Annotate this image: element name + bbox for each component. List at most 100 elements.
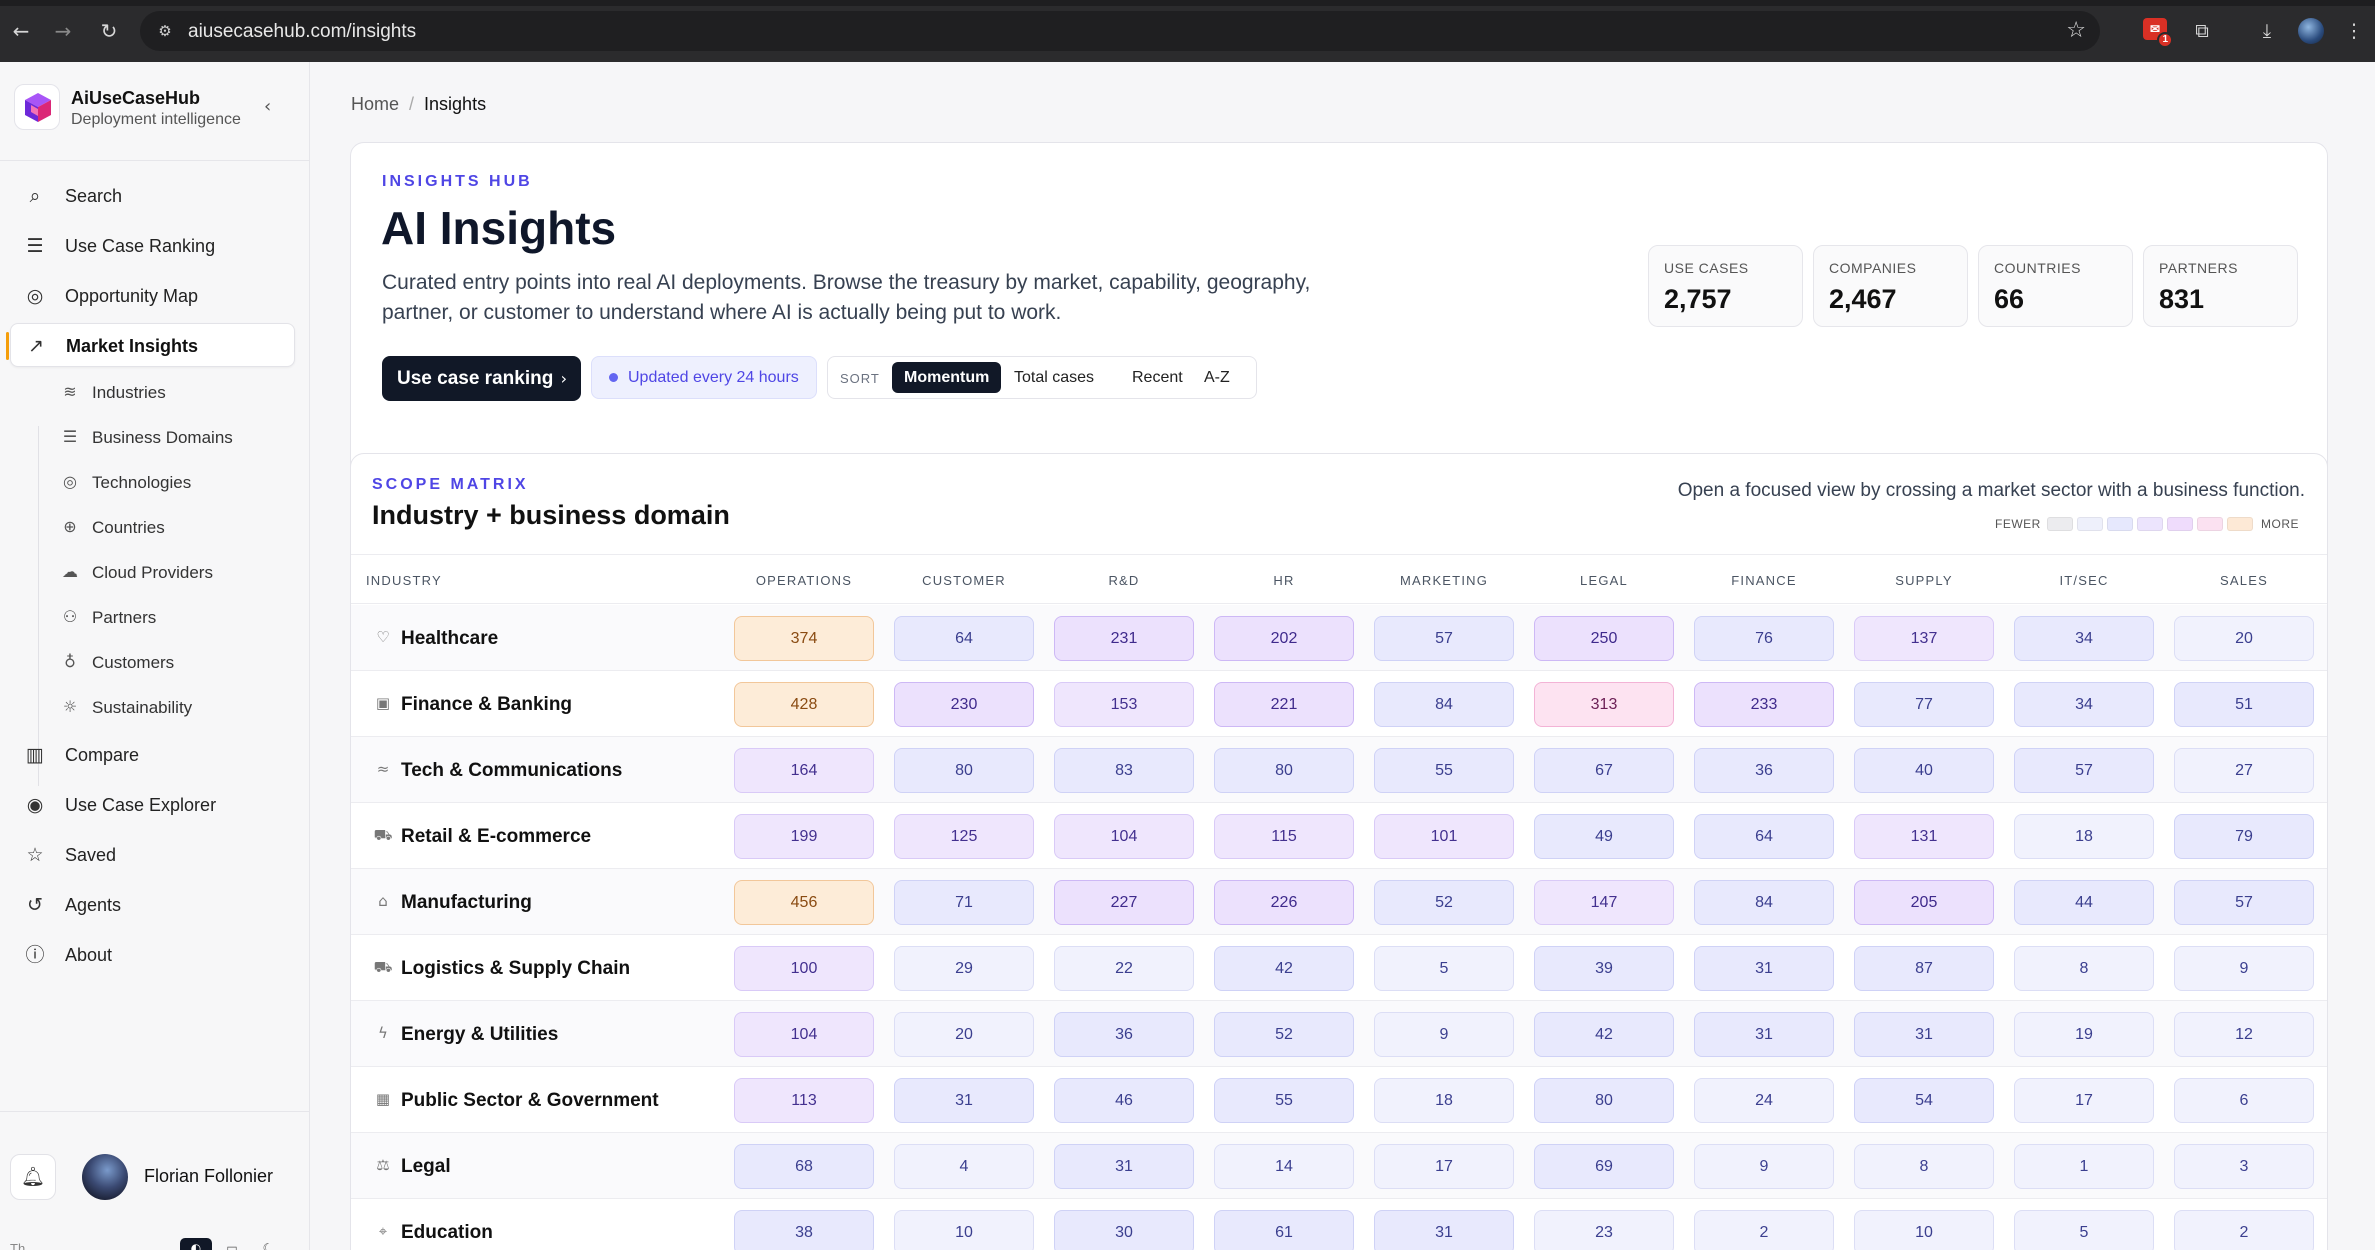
matrix-cell[interactable]: 84 [1374, 682, 1514, 727]
matrix-cell[interactable]: 31 [1054, 1144, 1194, 1189]
avatar[interactable] [82, 1154, 128, 1200]
matrix-cell[interactable]: 17 [2014, 1078, 2154, 1123]
subnav-item-partners[interactable]: ⚇ Partners [58, 600, 288, 634]
reload-icon[interactable]: ↻ [100, 19, 118, 43]
matrix-cell[interactable]: 9 [1374, 1012, 1514, 1057]
matrix-cell[interactable]: 51 [2174, 682, 2314, 727]
matrix-cell[interactable]: 131 [1854, 814, 1994, 859]
matrix-cell[interactable]: 31 [1854, 1012, 1994, 1057]
bookmark-star-icon[interactable]: ☆ [2066, 18, 2086, 43]
column-header[interactable]: HR [1273, 573, 1295, 588]
matrix-cell[interactable]: 104 [734, 1012, 874, 1057]
matrix-cell[interactable]: 52 [1374, 880, 1514, 925]
industry-label[interactable]: Energy & Utilities [401, 1024, 559, 1045]
matrix-cell[interactable]: 2 [2174, 1210, 2314, 1250]
matrix-cell[interactable]: 57 [2174, 880, 2314, 925]
subnav-item-technologies[interactable]: ◎ Technologies [58, 465, 288, 499]
subnav-item-business-domains[interactable]: ☰ Business Domains [58, 420, 288, 454]
bell-icon[interactable]: 🔔︎ [10, 1154, 56, 1200]
matrix-cell[interactable]: 57 [2014, 748, 2154, 793]
matrix-cell[interactable]: 199 [734, 814, 874, 859]
matrix-cell[interactable]: 69 [1534, 1144, 1674, 1189]
back-icon[interactable]: ← [12, 19, 30, 43]
site-settings-icon[interactable]: ⚙ [158, 22, 172, 40]
column-header[interactable]: FINANCE [1731, 573, 1797, 588]
column-header[interactable]: LEGAL [1580, 573, 1628, 588]
matrix-cell[interactable]: 18 [1374, 1078, 1514, 1123]
matrix-cell[interactable]: 230 [894, 682, 1034, 727]
column-header[interactable]: MARKETING [1399, 573, 1489, 588]
matrix-cell[interactable]: 55 [1374, 748, 1514, 793]
matrix-cell[interactable]: 44 [2014, 880, 2154, 925]
column-header[interactable]: CUSTOMER [922, 573, 1006, 588]
matrix-cell[interactable]: 46 [1054, 1078, 1194, 1123]
matrix-cell[interactable]: 31 [1694, 946, 1834, 991]
column-header[interactable]: R&D [1108, 573, 1140, 588]
subnav-item-industries[interactable]: ≋ Industries [58, 375, 288, 409]
matrix-cell[interactable]: 125 [894, 814, 1034, 859]
address-bar[interactable]: ⚙ aiusecasehub.com/insights ☆ [140, 11, 2100, 51]
nav-item-agents[interactable]: ↺ Agents [10, 883, 295, 927]
matrix-cell[interactable]: 80 [1214, 748, 1354, 793]
matrix-cell[interactable]: 6 [2174, 1078, 2314, 1123]
matrix-cell[interactable]: 83 [1054, 748, 1194, 793]
matrix-cell[interactable]: 226 [1214, 880, 1354, 925]
matrix-cell[interactable]: 27 [2174, 748, 2314, 793]
matrix-cell[interactable]: 100 [734, 946, 874, 991]
matrix-cell[interactable]: 164 [734, 748, 874, 793]
matrix-cell[interactable]: 456 [734, 880, 874, 925]
matrix-cell[interactable]: 80 [894, 748, 1034, 793]
nav-item-about[interactable]: ⓘ About [10, 933, 295, 977]
use-case-ranking-button[interactable]: Use case ranking › [382, 356, 581, 401]
column-header[interactable]: IT/SEC [2059, 573, 2109, 588]
matrix-cell[interactable]: 31 [894, 1078, 1034, 1123]
matrix-cell[interactable]: 3 [2174, 1144, 2314, 1189]
theme-auto-icon[interactable]: ◐ [180, 1238, 212, 1250]
nav-item-saved[interactable]: ☆ Saved [10, 833, 295, 877]
matrix-cell[interactable]: 147 [1534, 880, 1674, 925]
matrix-cell[interactable]: 29 [894, 946, 1034, 991]
matrix-cell[interactable]: 221 [1214, 682, 1354, 727]
matrix-cell[interactable]: 34 [2014, 682, 2154, 727]
matrix-cell[interactable]: 5 [1374, 946, 1514, 991]
matrix-cell[interactable]: 64 [894, 616, 1034, 661]
nav-item-use-case-explorer[interactable]: ◉ Use Case Explorer [10, 783, 295, 827]
matrix-cell[interactable]: 49 [1534, 814, 1674, 859]
matrix-cell[interactable]: 52 [1214, 1012, 1354, 1057]
matrix-cell[interactable]: 8 [2014, 946, 2154, 991]
matrix-cell[interactable]: 233 [1694, 682, 1834, 727]
matrix-cell[interactable]: 57 [1374, 616, 1514, 661]
matrix-cell[interactable]: 79 [2174, 814, 2314, 859]
matrix-cell[interactable]: 12 [2174, 1012, 2314, 1057]
matrix-cell[interactable]: 313 [1534, 682, 1674, 727]
download-icon[interactable]: ⤓ [2262, 20, 2272, 42]
matrix-cell[interactable]: 77 [1854, 682, 1994, 727]
matrix-cell[interactable]: 8 [1854, 1144, 1994, 1189]
matrix-cell[interactable]: 104 [1054, 814, 1194, 859]
matrix-cell[interactable]: 23 [1534, 1210, 1674, 1250]
column-header[interactable]: SUPPLY [1895, 573, 1953, 588]
subnav-item-countries[interactable]: ⊕ Countries [58, 510, 288, 544]
nav-item-opportunity-map[interactable]: ◎ Opportunity Map [10, 274, 295, 318]
matrix-cell[interactable]: 42 [1534, 1012, 1674, 1057]
matrix-cell[interactable]: 17 [1374, 1144, 1514, 1189]
nav-item-use-case-ranking[interactable]: ☰ Use Case Ranking [10, 224, 295, 268]
matrix-cell[interactable]: 80 [1534, 1078, 1674, 1123]
matrix-cell[interactable]: 231 [1054, 616, 1194, 661]
browser-profile-avatar[interactable] [2298, 18, 2324, 44]
matrix-cell[interactable]: 38 [734, 1210, 874, 1250]
matrix-cell[interactable]: 30 [1054, 1210, 1194, 1250]
matrix-cell[interactable]: 113 [734, 1078, 874, 1123]
column-header[interactable]: SALES [2220, 573, 2268, 588]
matrix-cell[interactable]: 61 [1214, 1210, 1354, 1250]
breadcrumb-home[interactable]: Home [351, 94, 400, 114]
matrix-cell[interactable]: 9 [2174, 946, 2314, 991]
matrix-cell[interactable]: 39 [1534, 946, 1674, 991]
forward-icon[interactable]: → [54, 19, 72, 43]
industry-label[interactable]: Legal [401, 1156, 451, 1177]
matrix-cell[interactable]: 84 [1694, 880, 1834, 925]
matrix-cell[interactable]: 101 [1374, 814, 1514, 859]
matrix-cell[interactable]: 22 [1054, 946, 1194, 991]
user-name[interactable]: Florian Follonier [144, 1166, 274, 1186]
nav-item-search[interactable]: ⌕ Search [10, 174, 295, 218]
